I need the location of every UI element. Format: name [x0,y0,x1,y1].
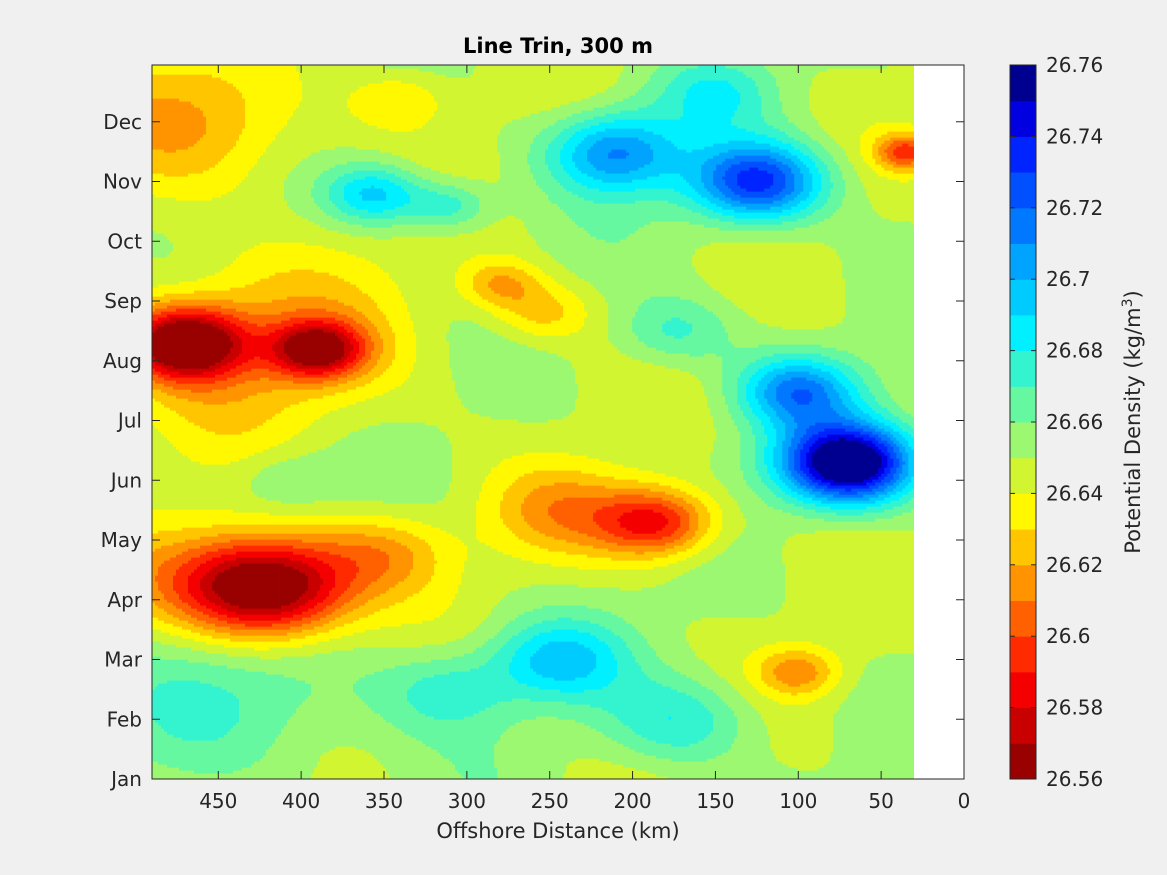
chart-title: Line Trin, 300 m [463,34,653,58]
density-contour-field [152,65,915,780]
